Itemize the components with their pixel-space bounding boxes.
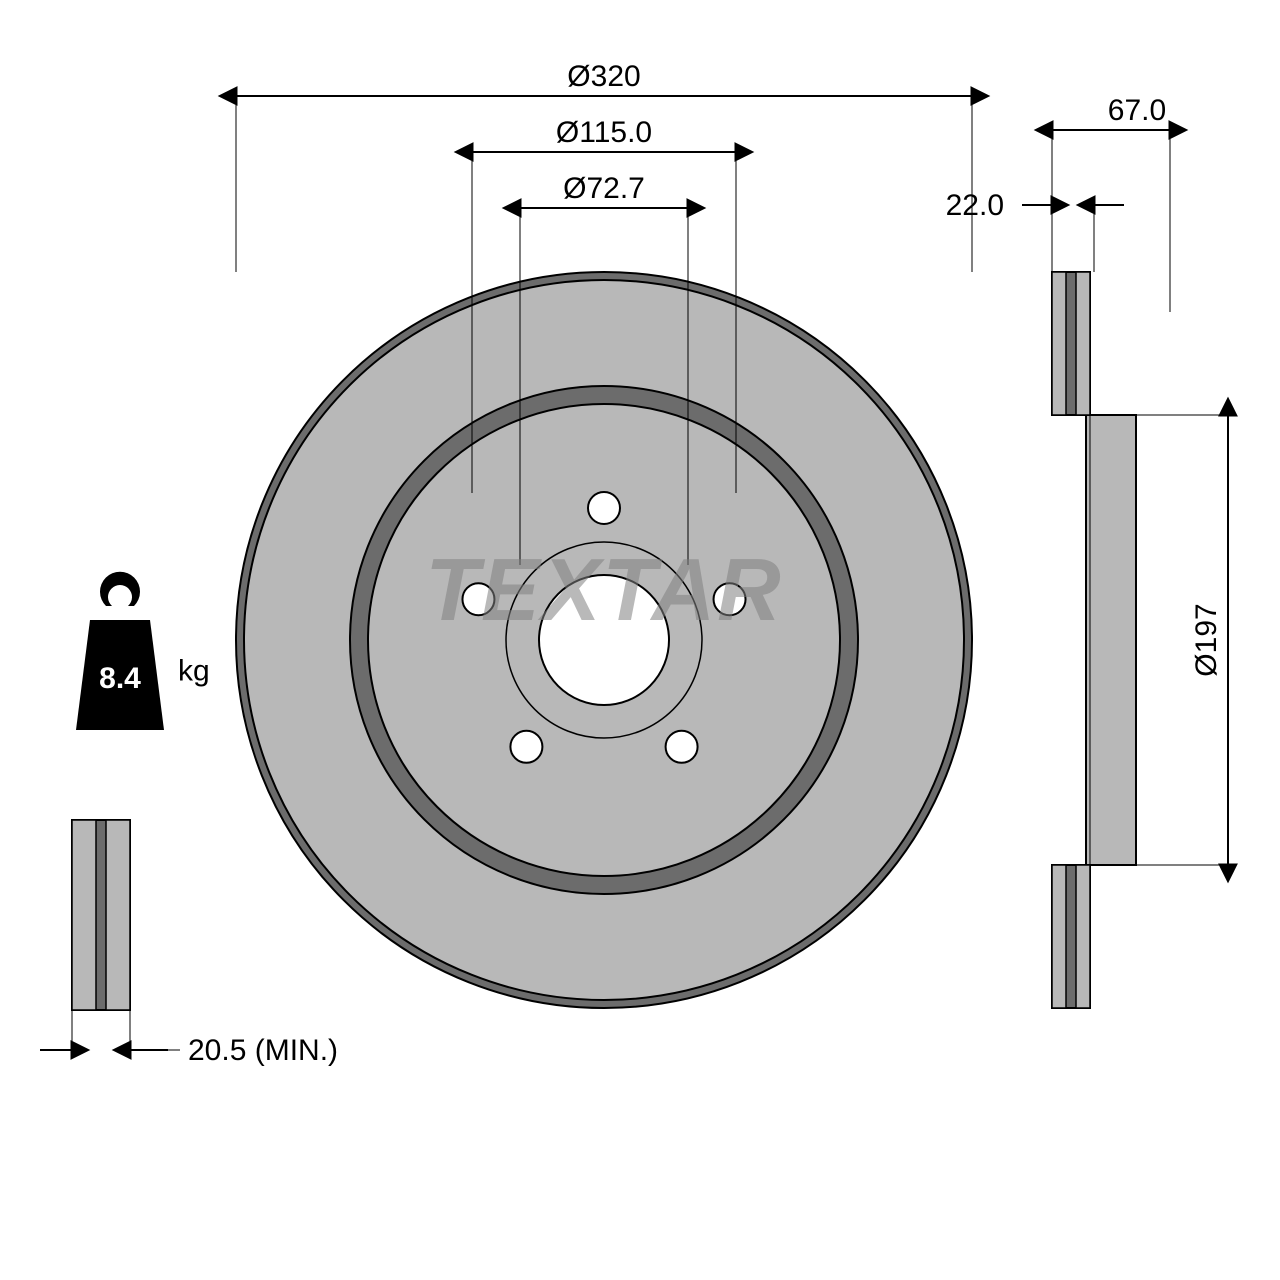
weight-value: 8.4 [99, 662, 141, 695]
brand-watermark: TEXTAR [425, 540, 782, 639]
min-thickness-swatch [72, 820, 130, 1010]
weight-icon: 8.4 kg [76, 572, 210, 730]
dim-overall-height: 67.0 [1108, 94, 1166, 127]
dim-friction-thickness: 22.0 [946, 189, 1004, 222]
dim-center-bore: Ø72.7 [563, 172, 645, 205]
drawing-svg: 8.4 kg Ø320 Ø115.0 Ø72.7 67.0 22.0 Ø197 20.5 (M… [0, 0, 1280, 1280]
dim-bolt-circle: Ø115.0 [556, 116, 652, 149]
dim-hat-diameter: Ø197 [1190, 603, 1223, 676]
dim-min-thickness: 20.5 (MIN.) [188, 1034, 338, 1067]
disc-front-view [236, 272, 972, 1008]
disc-side-view [1052, 272, 1136, 1008]
technical-drawing: 8.4 kg Ø320 Ø115.0 Ø72.7 67.0 22.0 Ø197 20.5 (M… [0, 0, 1280, 1280]
dim-outer-diameter: Ø320 [567, 60, 640, 93]
weight-unit: kg [178, 655, 210, 688]
